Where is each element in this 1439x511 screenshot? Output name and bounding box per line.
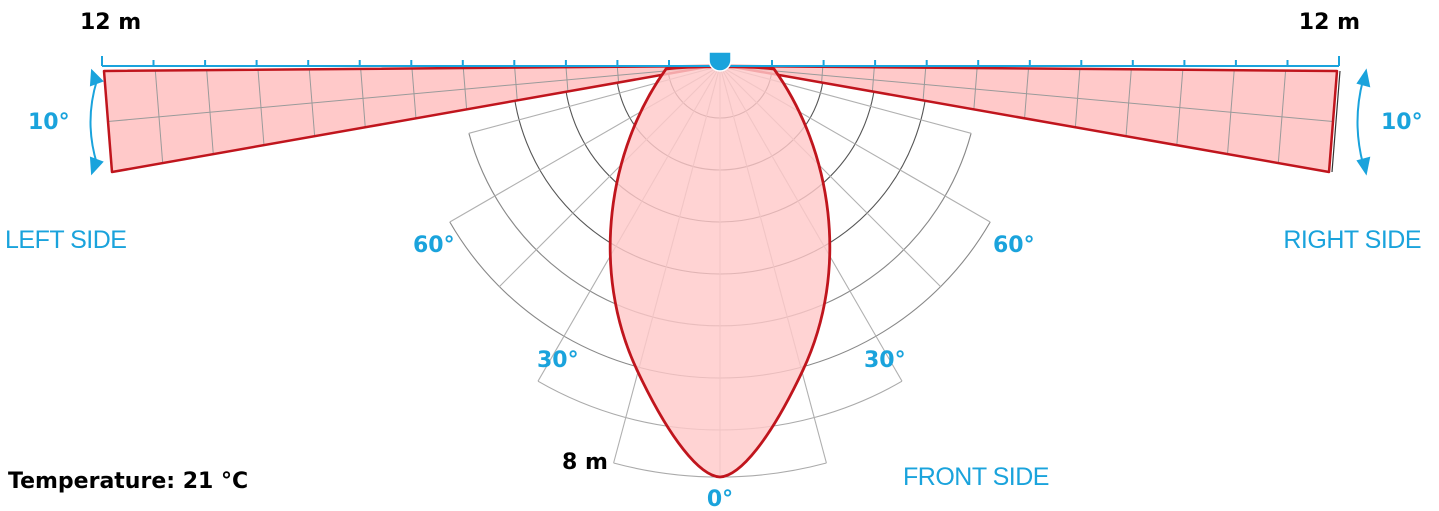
left-tilt-arrow (89, 68, 104, 176)
side-grid-ray (107, 65, 721, 122)
right-side-zone (719, 64, 1341, 174)
right-tilt-arrow (1356, 68, 1371, 176)
right-side-grid (719, 65, 1334, 164)
right-side-zone-outline (726, 64, 1339, 174)
temperature-label: Temperature: 21 °C (8, 469, 248, 494)
angle-60-right-label: 60° (993, 233, 1035, 258)
left-tilt-label: 10° (28, 110, 70, 135)
front-side-label: FRONT SIDE (903, 463, 1049, 491)
right-tilt-label: 10° (1381, 110, 1423, 135)
angle-60-left-label: 60° (413, 233, 455, 258)
front-range-label: 8 m (562, 450, 608, 475)
angle-30-left-label: 30° (537, 348, 579, 373)
side-grid-ray (719, 65, 1334, 122)
left-side-zone-outline (102, 64, 714, 174)
left-range-label: 12 m (80, 10, 141, 35)
angle-30-right-label: 30° (864, 348, 906, 373)
right-side-label: RIGHT SIDE (1283, 226, 1421, 254)
angle-0-label: 0° (707, 487, 733, 511)
sensor-icon (708, 51, 732, 72)
left-side-label: LEFT SIDE (5, 226, 126, 254)
right-range-label: 12 m (1299, 10, 1360, 35)
right-zone-edge-line (1331, 70, 1341, 173)
front-zone-lobe (608, 65, 832, 479)
